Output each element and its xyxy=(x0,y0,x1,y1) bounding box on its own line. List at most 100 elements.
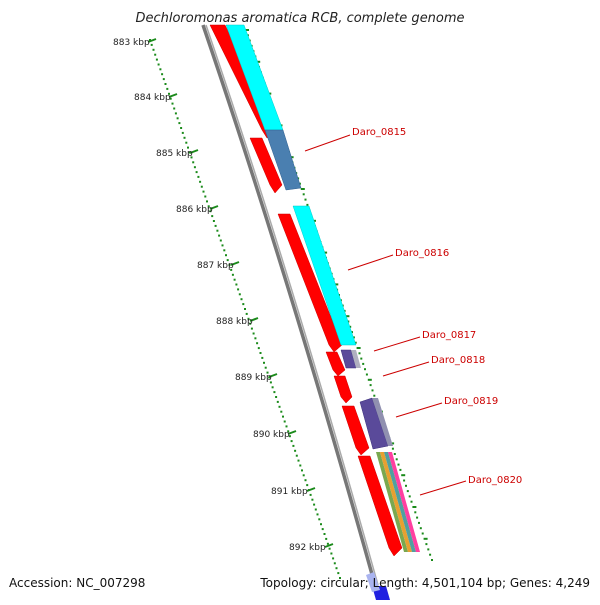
tick-dot xyxy=(339,577,341,579)
tick-dot xyxy=(230,268,233,271)
tick-dot xyxy=(178,122,181,125)
tick-dot xyxy=(299,464,302,467)
gene-leader-line xyxy=(395,402,443,418)
tick-dot xyxy=(176,117,179,120)
tick-label: 891 kbp xyxy=(271,487,308,497)
tick-dot xyxy=(235,283,238,286)
cds-arrow xyxy=(249,137,283,194)
tick-label: 889 kbp xyxy=(235,373,272,383)
feature-strip xyxy=(384,452,416,552)
tick-dot xyxy=(295,454,298,457)
cyan-feature xyxy=(292,205,357,346)
tick-dot xyxy=(271,386,274,389)
tick-dot xyxy=(254,337,257,340)
tick-dot xyxy=(297,459,300,462)
tick-dot xyxy=(238,293,241,296)
tick-dot xyxy=(233,278,236,281)
tick-labels: 883 kbp 884 kbp 885 kbp 886 kbp 887 kbp … xyxy=(113,38,326,553)
outer-dot xyxy=(300,188,305,190)
tick-dot xyxy=(266,371,269,374)
tick-dot xyxy=(219,239,222,242)
outer-dot xyxy=(401,474,406,477)
gene-leader-line xyxy=(304,134,351,152)
tick-dot xyxy=(285,425,288,428)
cds-arrow xyxy=(325,351,346,377)
tick-dot xyxy=(209,210,212,213)
outer-dot xyxy=(371,389,374,392)
outer-dot xyxy=(429,553,432,556)
outer-dot xyxy=(360,357,363,360)
gene-labels: Daro_0815 Daro_0816 Daro_0817 Daro_0818 … xyxy=(352,127,522,486)
tick-label: 885 kbp xyxy=(156,149,193,159)
outer-dot xyxy=(397,463,400,466)
tick-dot xyxy=(242,303,245,306)
genome-backbone xyxy=(201,24,377,586)
tick-dot xyxy=(326,542,329,545)
tick-dot xyxy=(316,513,319,516)
grey-feature xyxy=(372,398,393,446)
blue-feature xyxy=(264,129,302,191)
major-tick xyxy=(249,317,259,322)
outer-dot xyxy=(306,203,309,206)
outer-dot xyxy=(421,532,424,535)
major-tick xyxy=(306,487,316,492)
outer-dot xyxy=(354,341,357,344)
tick-dot xyxy=(269,381,272,384)
tick-track xyxy=(147,38,341,579)
tick-dot xyxy=(174,112,177,115)
tick-dot xyxy=(166,87,169,90)
outer-dot xyxy=(352,336,355,339)
tick-dot xyxy=(304,479,307,482)
tick-dot xyxy=(218,234,221,237)
genome-summary-text: Topology: circular; Length: 4,501,104 bp… xyxy=(259,576,590,590)
feature-track xyxy=(225,24,420,552)
major-tick xyxy=(230,261,240,266)
major-tick xyxy=(168,93,178,98)
tick-dot xyxy=(190,156,193,159)
major-tick xyxy=(189,149,199,154)
tick-dot xyxy=(183,136,186,139)
tick-dot xyxy=(311,498,314,501)
tick-dot xyxy=(244,308,246,310)
outer-dot xyxy=(362,362,365,365)
tick-dot xyxy=(283,420,286,423)
tick-dot xyxy=(332,557,335,560)
tick-dot xyxy=(249,322,252,325)
major-tick xyxy=(287,430,297,435)
tick-dot xyxy=(228,264,231,266)
tick-dot xyxy=(320,523,322,526)
outer-dot xyxy=(334,283,339,286)
tick-dot xyxy=(149,39,151,41)
tick-dot xyxy=(245,312,248,315)
tick-label: 883 kbp xyxy=(113,38,150,48)
tick-dot xyxy=(185,141,188,144)
outer-dot xyxy=(356,347,361,349)
gene-leader-line xyxy=(419,480,467,496)
accession-text: Accession: NC_007298 xyxy=(9,576,145,590)
tick-dot xyxy=(335,567,338,570)
tick-dot xyxy=(212,220,215,222)
tick-dot xyxy=(199,180,202,183)
tick-dot xyxy=(337,572,340,575)
tick-label: 890 kbp xyxy=(253,430,290,440)
outer-dot xyxy=(323,251,328,254)
tick-dot xyxy=(263,361,265,364)
tick-dot xyxy=(318,518,321,521)
tick-dot xyxy=(278,405,281,408)
tick-dot xyxy=(164,83,167,85)
tick-dot xyxy=(204,195,207,198)
tick-dot xyxy=(321,528,324,531)
cds-arrow xyxy=(341,405,370,456)
tick-dot xyxy=(216,229,219,232)
tick-dot xyxy=(168,92,170,95)
tick-dot xyxy=(259,352,262,354)
outer-dot xyxy=(349,325,352,328)
outer-dot xyxy=(399,468,402,471)
map-title: Dechloromonas aromatica RCB, complete ge… xyxy=(135,11,464,26)
tick-dot xyxy=(211,215,214,218)
tick-dot xyxy=(275,396,278,398)
tick-dot xyxy=(150,43,153,46)
outer-dot xyxy=(364,368,366,371)
tick-dot xyxy=(252,332,255,335)
tick-dot xyxy=(309,493,312,496)
